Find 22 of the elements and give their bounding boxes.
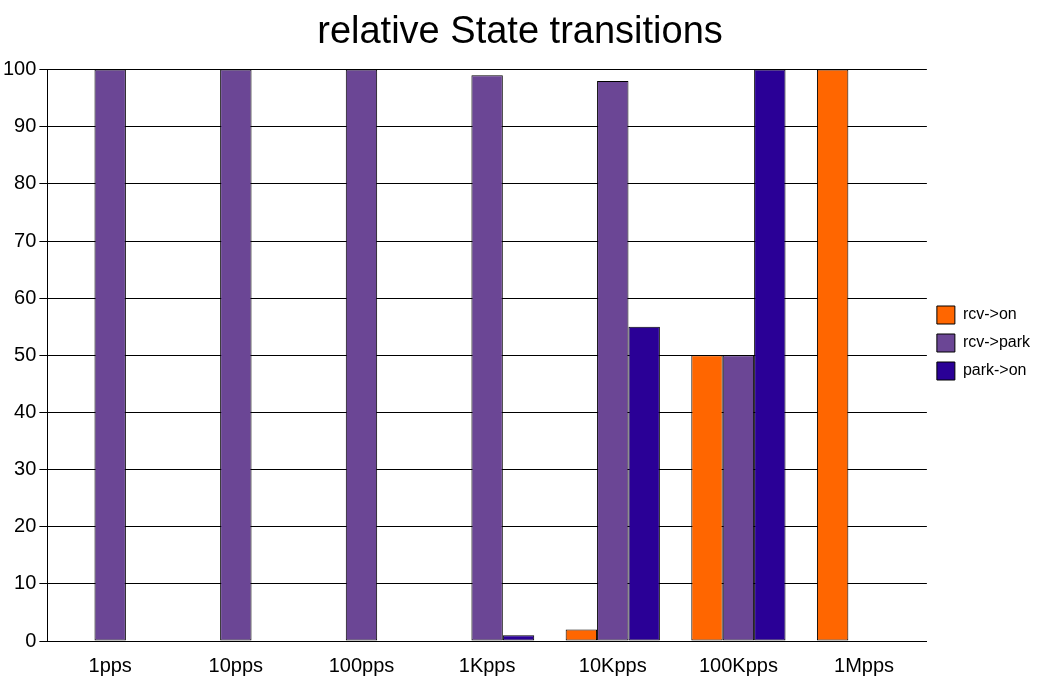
y-tick-label: 70 <box>14 228 37 251</box>
chart-title: relative State transitions <box>317 9 723 52</box>
x-tick-label: 1Mpps <box>834 653 895 676</box>
y-tick-label: 100 <box>2 57 37 80</box>
legend-label: park->on <box>962 361 1027 379</box>
y-tick-label: 30 <box>14 457 37 480</box>
y-tick-label: 10 <box>14 571 37 594</box>
y-tick-label: 40 <box>14 399 37 422</box>
x-tick-label: 10Kpps <box>578 653 647 676</box>
y-tick-label: 80 <box>14 171 37 194</box>
x-tick-label: 1pps <box>88 653 132 676</box>
x-tick-label: 100pps <box>328 653 395 676</box>
legend-label: rcv->on <box>962 305 1017 323</box>
y-tick-label: 0 <box>25 628 37 651</box>
x-tick-label: 100Kpps <box>698 653 778 676</box>
y-tick-label: 50 <box>14 342 37 365</box>
x-tick-label: 1Kpps <box>458 653 516 676</box>
y-tick-label: 90 <box>14 114 37 137</box>
legend-label: rcv->park <box>962 333 1031 351</box>
x-tick-label: 10pps <box>208 653 264 676</box>
y-tick-label: 60 <box>14 285 37 308</box>
y-tick-label: 20 <box>14 514 37 537</box>
